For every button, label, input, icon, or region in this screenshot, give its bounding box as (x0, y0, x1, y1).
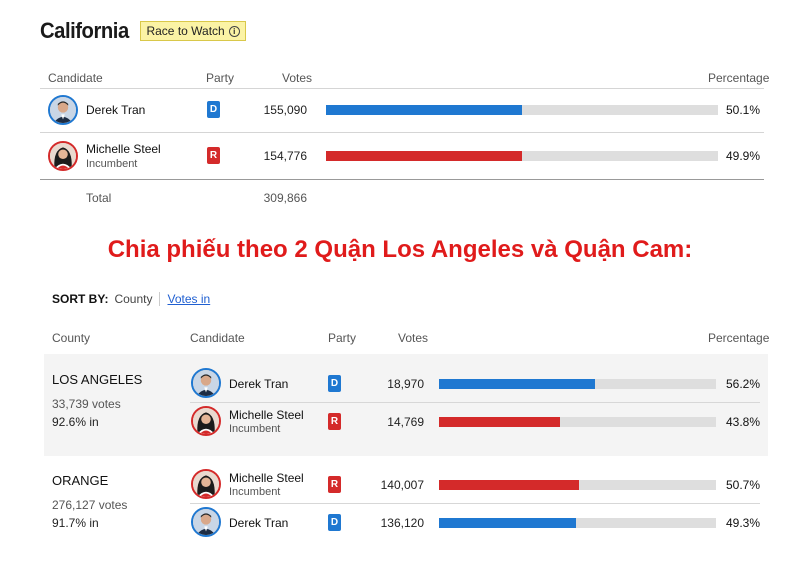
total-votes: 309,866 (263, 191, 307, 205)
total-divider (40, 179, 764, 180)
incumbent-label: Incumbent (86, 158, 138, 170)
row-divider (40, 132, 764, 133)
vote-count: 136,120 (380, 516, 424, 530)
vote-share-bar (326, 151, 718, 161)
header-candidate: Candidate (48, 71, 103, 85)
vote-percentage: 50.7% (725, 478, 760, 492)
avatar-michelle-steel (191, 469, 221, 499)
avatar-michelle-steel (48, 141, 78, 171)
info-icon[interactable]: i (228, 25, 240, 37)
vote-percentage: 56.2% (725, 377, 760, 391)
vote-count: 154,776 (263, 149, 307, 163)
candidate-name[interactable]: Michelle Steel (229, 408, 304, 422)
county-reporting: 92.6% in (52, 415, 99, 429)
county-name[interactable]: ORANGE (52, 473, 109, 488)
table-divider (40, 88, 764, 89)
header-percentage: Percentage (708, 331, 770, 345)
sort-separator (159, 292, 161, 306)
incumbent-label: Incumbent (229, 486, 281, 498)
candidate-name[interactable]: Derek Tran (86, 103, 146, 117)
header-votes: Votes (398, 331, 429, 345)
county-name[interactable]: LOS ANGELES (52, 372, 143, 387)
party-badge-d: D (328, 375, 341, 392)
vote-share-bar (439, 379, 716, 389)
avatar-michelle-steel (191, 406, 221, 436)
party-badge-r: R (207, 147, 220, 164)
header-percentage: Percentage (708, 71, 770, 85)
vote-share-bar (326, 105, 718, 115)
vote-share-fill (439, 379, 595, 389)
header-party: Party (206, 71, 235, 85)
race-to-watch-badge[interactable]: Race to Watch i (140, 21, 246, 41)
sort-controls: SORT BY: County Votes in (52, 292, 210, 306)
county-total-votes: 276,127 votes (52, 498, 128, 512)
vote-count: 14,769 (387, 415, 424, 429)
vote-count: 18,970 (387, 377, 424, 391)
race-header: California Race to Watch i (40, 18, 246, 44)
header-candidate: Candidate (190, 331, 245, 345)
avatar-derek-tran (191, 507, 221, 537)
header-party: Party (328, 331, 357, 345)
county-block-los-angeles (44, 354, 768, 456)
row-divider (190, 503, 760, 504)
county-reporting: 91.7% in (52, 516, 99, 530)
vote-percentage: 49.9% (725, 149, 760, 163)
vote-count: 155,090 (263, 103, 307, 117)
vote-share-fill (439, 480, 580, 490)
sort-by-label: SORT BY: (52, 292, 109, 306)
vote-share-bar (439, 417, 716, 427)
vote-share-fill (326, 151, 522, 161)
candidate-name[interactable]: Derek Tran (229, 516, 289, 530)
vote-share-bar (439, 518, 716, 528)
vote-percentage: 49.3% (725, 516, 760, 530)
incumbent-label: Incumbent (229, 423, 281, 435)
state-title: California (40, 18, 129, 43)
sort-option-county[interactable]: County (114, 292, 153, 306)
vote-share-bar (439, 480, 716, 490)
race-to-watch-label: Race to Watch (146, 24, 225, 38)
total-label: Total (86, 191, 112, 205)
party-badge-d: D (328, 514, 341, 531)
avatar-derek-tran (48, 95, 78, 125)
sort-option-votes-in[interactable]: Votes in (167, 292, 211, 306)
candidate-name[interactable]: Derek Tran (229, 377, 289, 391)
vote-share-fill (326, 105, 523, 115)
header-votes: Votes (282, 71, 313, 85)
party-badge-r: R (328, 413, 341, 430)
vote-count: 140,007 (380, 478, 424, 492)
county-total-votes: 33,739 votes (52, 397, 121, 411)
vote-percentage: 43.8% (725, 415, 760, 429)
party-badge-r: R (328, 476, 341, 493)
county-split-banner: Chia phiếu theo 2 Quận Los Angeles và Qu… (107, 236, 693, 263)
vote-percentage: 50.1% (725, 103, 760, 117)
row-divider (190, 402, 760, 403)
avatar-derek-tran (191, 368, 221, 398)
party-badge-d: D (207, 101, 220, 118)
header-county: County (52, 331, 91, 345)
candidate-name[interactable]: Michelle Steel (229, 471, 304, 485)
vote-share-fill (439, 518, 576, 528)
candidate-name[interactable]: Michelle Steel (86, 142, 161, 156)
vote-share-fill (439, 417, 561, 427)
